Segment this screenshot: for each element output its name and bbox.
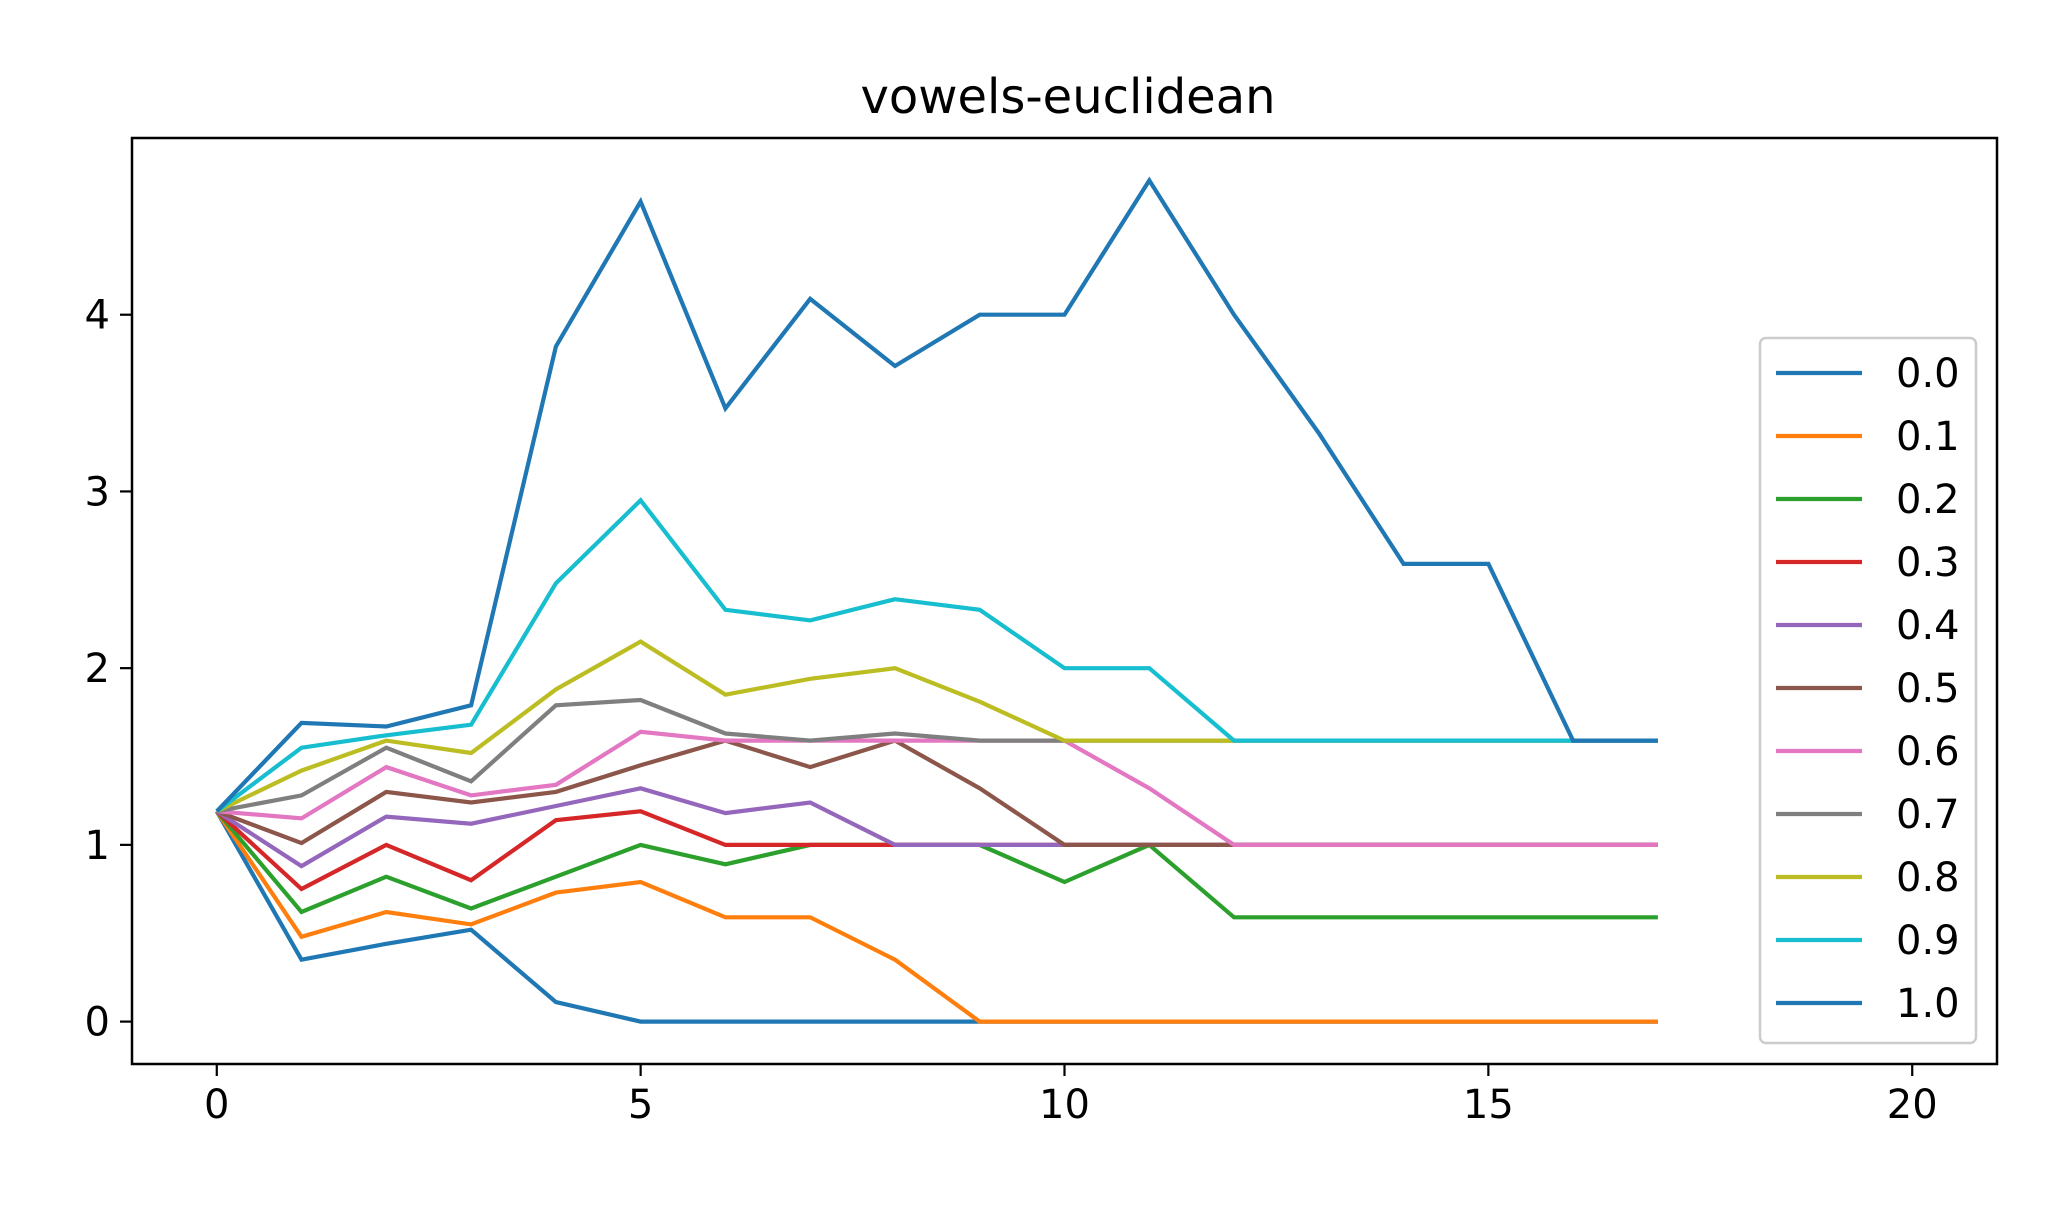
- chart-title: vowels-euclidean: [860, 69, 1275, 125]
- y-tick-label: 1: [85, 823, 110, 869]
- legend-label: 0.4: [1896, 603, 1960, 649]
- y-tick-label: 2: [85, 646, 110, 692]
- series-line-0.9: [215, 497, 1658, 813]
- y-tick-label: 3: [85, 469, 110, 515]
- x-tick-label: 10: [1039, 1082, 1090, 1128]
- x-tick-label: 15: [1463, 1082, 1514, 1128]
- legend-label: 0.8: [1896, 855, 1960, 901]
- x-tick-label: 20: [1887, 1082, 1938, 1128]
- series-layer: [214, 176, 1658, 1024]
- y-tick-label: 0: [85, 1000, 110, 1046]
- series-line-1.0: [215, 176, 1658, 813]
- legend: 0.0 0.1 0.2 0.3 0.4 0.5 0.6 0.7 0.8 0.9 1.0: [1758, 336, 1978, 1045]
- legend-label: 0.0: [1896, 351, 1960, 397]
- series-line-0.6: [216, 729, 1658, 848]
- legend-label: 0.3: [1896, 540, 1960, 586]
- legend-label: 0.6: [1896, 729, 1960, 775]
- legend-label: 0.2: [1896, 477, 1960, 523]
- legend-label: 0.1: [1896, 414, 1960, 460]
- legend-label: 0.5: [1896, 666, 1960, 712]
- y-tick-label: 4: [85, 293, 110, 339]
- axes-layer: 0 5 10 15 20 0 1 2 3 4: [85, 293, 1938, 1128]
- x-tick-label: 5: [628, 1082, 653, 1128]
- legend-box: [1758, 336, 1978, 1045]
- legend-label: 1.0: [1896, 981, 1960, 1027]
- x-tick-label: 0: [204, 1082, 229, 1128]
- series-line-0.1: [215, 810, 1658, 1024]
- legend-label: 0.9: [1896, 918, 1960, 964]
- legend-label: 0.7: [1896, 792, 1960, 838]
